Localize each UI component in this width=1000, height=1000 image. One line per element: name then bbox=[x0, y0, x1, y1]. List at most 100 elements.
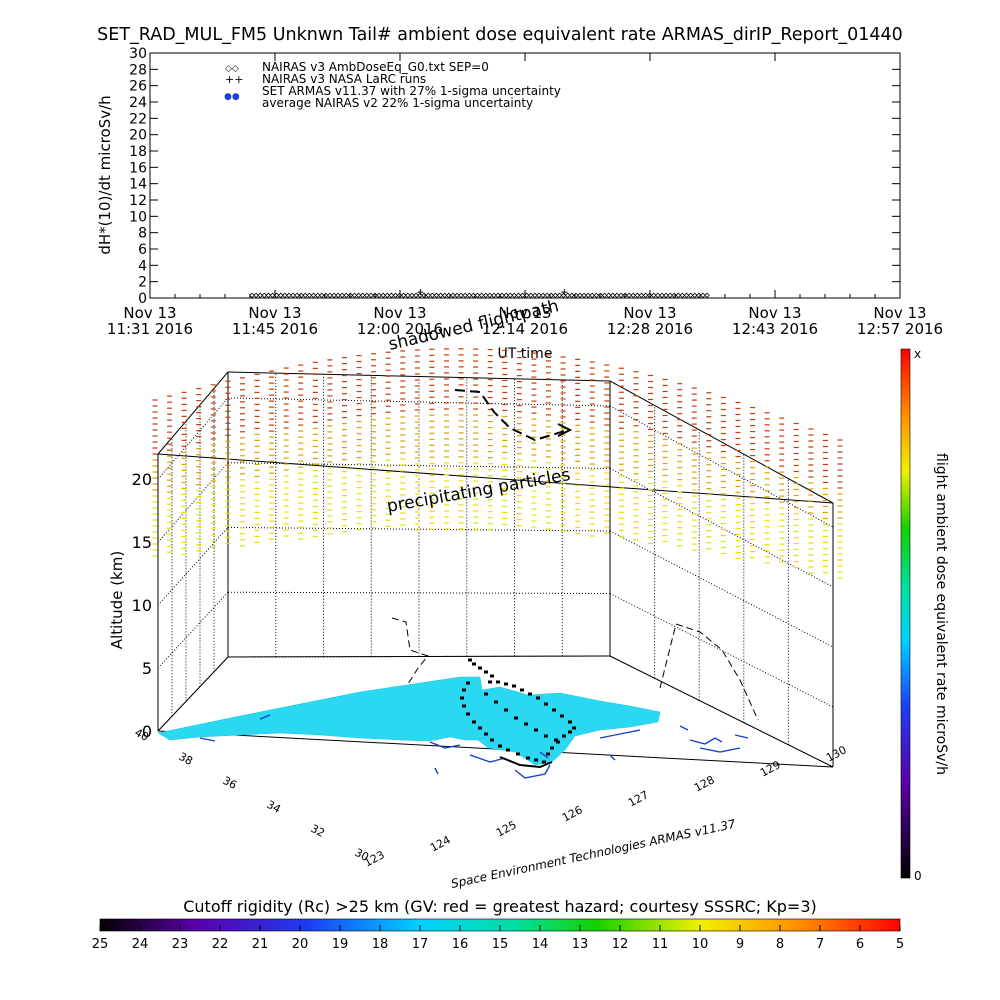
y-tick-label: 22 bbox=[129, 111, 147, 127]
legend-label-2: SET ARMAS v11.37 with 27% 1-sigma uncert… bbox=[262, 84, 561, 98]
x-tick-label-time: 11:31 2016 bbox=[107, 320, 193, 338]
nairas-sep0-point bbox=[286, 292, 292, 299]
nairas-sep0-point bbox=[671, 292, 677, 299]
nairas-sep0-point bbox=[601, 292, 608, 299]
nairas-sep0-point bbox=[503, 292, 509, 299]
nairas-sep0-point bbox=[355, 292, 362, 299]
nairas-sep0-point bbox=[605, 292, 612, 299]
longitude-tick-label: 125 bbox=[494, 818, 519, 839]
nairas-sep0-point bbox=[282, 292, 288, 299]
trajectory-point bbox=[534, 728, 538, 732]
top-front-edge bbox=[157, 453, 834, 504]
trajectory-point bbox=[484, 732, 488, 736]
nairas-sep0-point bbox=[372, 292, 378, 299]
right-colorbar-label: flight ambient dose equivalent rate micr… bbox=[933, 453, 949, 775]
nairas-sep0-point bbox=[663, 292, 669, 299]
nairas-sep0-point bbox=[409, 292, 415, 299]
y-tick-label: 4 bbox=[138, 258, 147, 274]
nairas-sep0-point bbox=[327, 292, 333, 299]
nairas-sep0-point bbox=[585, 292, 591, 299]
nairas-sep0-point bbox=[634, 292, 641, 299]
nairas-sep0-point bbox=[368, 292, 374, 299]
y-tick-label: 26 bbox=[129, 79, 147, 95]
nairas-sep0-point bbox=[294, 292, 300, 299]
nairas-sep0-point bbox=[458, 292, 464, 299]
bottom-colorbar-tick-label: 18 bbox=[372, 937, 389, 952]
bottom-colorbar-tick-label: 7 bbox=[816, 937, 824, 952]
altitude-grid-back bbox=[227, 462, 611, 469]
y-tick-label: 6 bbox=[138, 242, 147, 258]
bottom-colorbar: Cutoff rigidity (Rc) >25 km (GV: red = g… bbox=[92, 897, 904, 952]
nairas-sep0-point bbox=[351, 292, 358, 299]
y-tick-label: 20 bbox=[129, 128, 147, 144]
trajectory-point bbox=[472, 720, 476, 724]
altitude-grid-left bbox=[157, 527, 229, 606]
latitude-tick-label: 30 bbox=[352, 846, 370, 864]
y-tick-label: 10 bbox=[129, 209, 147, 225]
altitude-3d-panel: shadowed flightpath precipitating partic… bbox=[108, 296, 849, 891]
altitude-tick-label: 10 bbox=[132, 596, 152, 615]
nairas-sep0-point bbox=[454, 292, 460, 299]
trajectory-point bbox=[552, 708, 556, 712]
nairas-sep0-point bbox=[339, 292, 345, 299]
nairas-sep0-point bbox=[466, 292, 473, 299]
nairas-sep0-point bbox=[507, 292, 514, 299]
nairas-sep0-point bbox=[302, 292, 309, 299]
nairas-sep0-point bbox=[597, 292, 604, 299]
nairas-sep0-point bbox=[323, 292, 329, 299]
bottom-colorbar-tick-label: 10 bbox=[692, 937, 709, 952]
nairas-sep0-point bbox=[437, 292, 444, 299]
trajectory-point bbox=[478, 726, 482, 730]
altitude-tick-label: 0 bbox=[142, 722, 152, 741]
legend-label-3: average NAIRAS v2 22% 1-sigma uncertaint… bbox=[262, 96, 533, 110]
nairas-sep0-point bbox=[511, 292, 518, 299]
altitude-grid-right bbox=[609, 405, 834, 528]
nairas-sep0-point bbox=[704, 292, 710, 299]
nairas-sep0-point bbox=[679, 292, 686, 299]
nairas-sep0-point bbox=[306, 292, 313, 299]
coastline-detail bbox=[199, 714, 749, 779]
nairas-sep0-point bbox=[560, 292, 567, 299]
x-tick-label-time: 12:00 2016 bbox=[357, 320, 443, 338]
nairas-sep0-point bbox=[376, 292, 382, 299]
nairas-sep0-point bbox=[331, 292, 337, 299]
flightpath-top-shadow bbox=[454, 389, 569, 442]
nairas-sep0-point bbox=[655, 292, 661, 299]
trajectory-point bbox=[496, 680, 500, 684]
nairas-sep0-point bbox=[622, 292, 628, 299]
x-tick-label-time: 12:57 2016 bbox=[857, 320, 943, 338]
trajectory-point bbox=[562, 734, 566, 738]
nairas-sep0-point bbox=[650, 292, 657, 299]
trajectory-point bbox=[572, 726, 576, 730]
altitude-grid-right bbox=[609, 655, 834, 768]
nairas-sep0-point bbox=[384, 292, 391, 299]
top-data-points bbox=[249, 289, 710, 299]
trajectory-point bbox=[536, 696, 540, 700]
nairas-sep0-point bbox=[642, 292, 649, 299]
bottom-colorbar-tick-label: 6 bbox=[856, 937, 864, 952]
nairas-sep0-point bbox=[491, 292, 497, 299]
trajectory-point bbox=[514, 716, 518, 720]
nairas-sep0-point bbox=[536, 292, 542, 299]
trajectory-point bbox=[568, 720, 572, 724]
altitude-axis-label: Altitude (km) bbox=[108, 551, 126, 649]
x-tick-label-date: Nov 13 bbox=[248, 304, 301, 322]
nairas-sep0-point bbox=[429, 292, 436, 299]
nairas-sep0-point bbox=[478, 292, 485, 299]
altitude-tick-label: 20 bbox=[132, 470, 152, 489]
longitude-tick-label: 128 bbox=[692, 773, 717, 794]
nairas-sep0-point bbox=[495, 292, 501, 299]
bottom-colorbar-tick-label: 19 bbox=[332, 937, 349, 952]
legend-symbol-0: ◇◇ bbox=[225, 64, 239, 74]
trajectory-point bbox=[550, 746, 554, 750]
trajectory-point bbox=[504, 682, 508, 686]
nairas-sep0-point bbox=[359, 292, 366, 299]
bottom-colorbar-tick-label: 14 bbox=[532, 937, 549, 952]
x-tick-label-time: 12:14 2016 bbox=[482, 320, 568, 338]
nairas-sep0-point bbox=[400, 292, 407, 299]
nairas-sep0-point bbox=[573, 292, 579, 299]
top-y-axis-label: dH*(10)/dt microSv/h bbox=[96, 95, 114, 254]
nairas-sep0-point bbox=[343, 292, 350, 299]
nairas-sep0-point bbox=[417, 292, 423, 299]
